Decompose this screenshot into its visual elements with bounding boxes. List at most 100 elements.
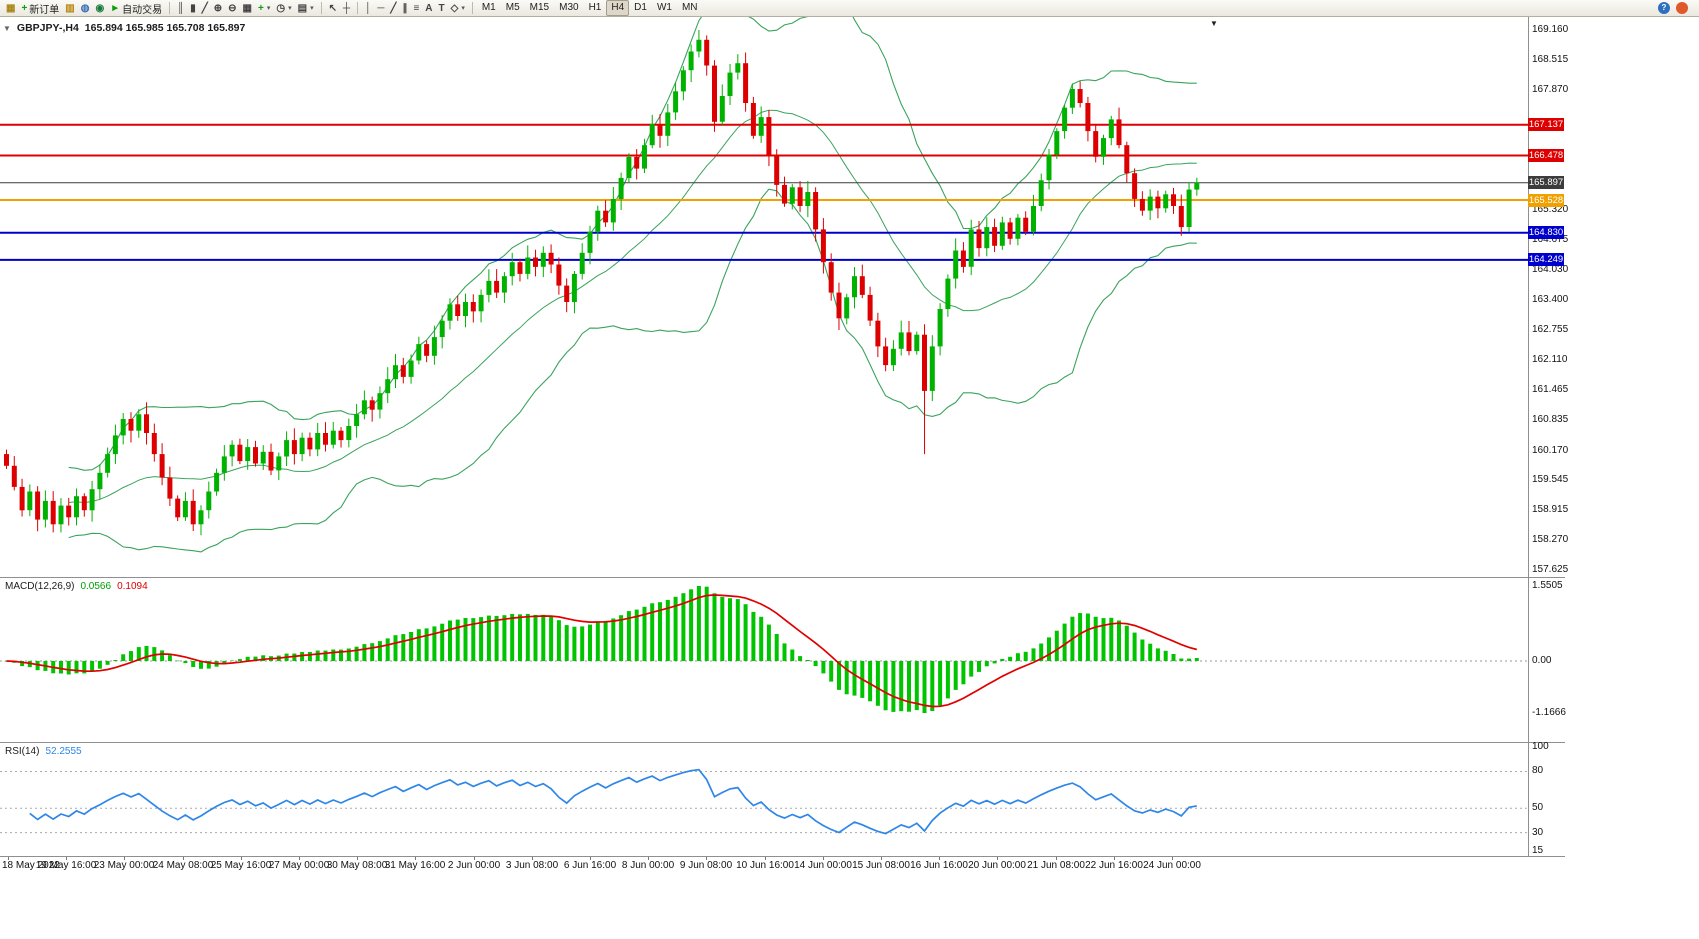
timeframe-m5-button[interactable]: M5 (505, 2, 520, 13)
scroll-end-marker[interactable]: ▼ (1210, 19, 1218, 28)
rsi-name: RSI(14) (5, 746, 40, 757)
macd-axis-label: 1.5505 (1532, 580, 1563, 591)
toolbar-separator (357, 2, 359, 14)
time-axis[interactable]: 18 May 2022 19 May 16:00 23 May 00:00 24 Ma… (0, 857, 1565, 872)
macd-axis-label: -1.1666 (1532, 707, 1566, 718)
templates-button[interactable]: ▤ ▾ (295, 1, 317, 16)
bar-chart-button[interactable]: ║ (174, 1, 187, 16)
price-axis-label: 167.870 (1532, 84, 1569, 95)
price-axis-label: 157.625 (1532, 564, 1569, 575)
line-chart-button[interactable]: ╱ (199, 1, 211, 16)
indicators-button[interactable]: + ▾ (255, 1, 273, 16)
time-tick (823, 857, 824, 860)
shapes-button[interactable]: ◇ ▾ (448, 1, 468, 16)
toolbar-separator (320, 2, 322, 14)
chart-window[interactable]: 169.160 168.515 167.870 165.320 164.675 164.0… (0, 17, 1569, 872)
macd-panel-canvas[interactable] (0, 578, 1529, 742)
price-axis-label: 158.270 (1532, 534, 1569, 545)
time-tick (299, 857, 300, 860)
time-axis-label: 3 Jun 08:00 (505, 860, 559, 871)
time-axis-label: 31 May 16:00 (384, 860, 446, 871)
line-chart-icon: ╱ (201, 2, 208, 14)
timeframe-m1-button[interactable]: M1 (481, 2, 496, 13)
level-price-tag: 164.830 (1528, 226, 1564, 239)
new-chart-icon: ▦ (6, 2, 16, 14)
time-axis-label: 10 Jun 16:00 (736, 860, 794, 871)
caret-down-icon: ▾ (310, 5, 314, 12)
timeframe-m15-button[interactable]: M15 (529, 2, 550, 13)
mql5-community-button[interactable]: ◍ (78, 1, 93, 16)
time-tick (66, 857, 67, 860)
notification-icon[interactable] (1676, 2, 1688, 14)
vertical-line-button[interactable]: │ (362, 1, 374, 16)
new-chart-button[interactable]: ▦ (3, 1, 18, 16)
rsi-axis-label: 30 (1532, 827, 1544, 838)
caret-down-icon: ▾ (288, 5, 292, 12)
price-axis-label: 158.915 (1532, 504, 1569, 515)
timeframe-w1-button[interactable]: W1 (656, 2, 672, 13)
macd-label: MACD(12,26,9) 0.0566 0.1094 (5, 581, 148, 592)
timeframe-d1-button[interactable]: D1 (634, 2, 647, 13)
market-depth-button[interactable]: ▥ (62, 1, 77, 16)
rsi-axis-label: 50 (1532, 802, 1544, 813)
timeframe-mn-button[interactable]: MN (681, 2, 698, 13)
time-axis-label: 19 May 16:00 (35, 860, 97, 871)
new-order-icon: + (21, 2, 28, 14)
price-axis-label: 163.400 (1532, 294, 1569, 305)
rsi-label: RSI(14) 52.2555 (5, 746, 82, 757)
label-button[interactable]: T (436, 1, 448, 16)
zoom-out-icon: ⊖ (228, 2, 237, 14)
zoom-in-button[interactable]: ⊕ (211, 1, 225, 16)
crosshair-button[interactable]: ┼ (340, 1, 353, 16)
timeframe-h4-button[interactable]: H4 (606, 0, 630, 16)
macd-main-value: 0.0566 (80, 581, 112, 592)
trendline-icon: ╱ (390, 2, 397, 14)
timeframe-h1-button[interactable]: H1 (588, 2, 602, 13)
search-icon[interactable]: ? (1658, 2, 1670, 14)
horizontal-line-button[interactable]: ─ (374, 1, 387, 16)
one-click-trading-toggle[interactable]: ▼ (3, 23, 11, 33)
price-chart-canvas[interactable] (0, 17, 1529, 577)
text-button[interactable]: A (422, 1, 435, 16)
time-tick (648, 857, 649, 860)
periods-icon: ◷ (276, 2, 286, 14)
panel-divider[interactable] (0, 742, 1565, 743)
level-price-tag: 167.137 (1528, 118, 1564, 131)
tile-windows-button[interactable]: ▦ (240, 1, 255, 16)
time-tick (997, 857, 998, 860)
toolbar-separator (169, 2, 171, 14)
time-axis-label: 16 Jun 16:00 (910, 860, 968, 871)
bar-chart-icon: ║ (177, 2, 185, 14)
timeframe-m30-button[interactable]: M30 (559, 2, 579, 13)
price-axis-label: 162.110 (1532, 354, 1568, 365)
time-axis-label: 18 May 2022 (2, 860, 60, 871)
trendline-button[interactable]: ╱ (387, 1, 399, 16)
channel-button[interactable]: ∥ (399, 1, 410, 16)
periods-button[interactable]: ◷ ▾ (273, 1, 294, 16)
price-axis-label: 168.515 (1532, 54, 1569, 65)
time-axis-label: 24 May 08:00 (152, 860, 214, 871)
fibonacci-button[interactable]: ≡ (410, 1, 422, 16)
macd-axis-label: 0.00 (1532, 655, 1552, 666)
rsi-panel-canvas[interactable] (0, 743, 1529, 856)
candlestick-chart-icon: ▮ (190, 2, 196, 14)
text-icon: A (425, 2, 433, 14)
time-axis-label: 21 Jun 08:00 (1027, 860, 1085, 871)
cursor-button[interactable]: ↖ (326, 1, 340, 16)
new-order-button[interactable]: + 新订单 (18, 1, 62, 16)
time-axis-label: 25 May 16:00 (210, 860, 272, 871)
rsi-value: 52.2555 (45, 746, 82, 757)
candlestick-chart-button[interactable]: ▮ (187, 1, 199, 16)
price-axis[interactable]: 169.160 168.515 167.870 165.320 164.675 164.0… (1528, 17, 1569, 872)
panel-divider[interactable] (0, 577, 1565, 578)
rsi-axis-label: 100 (1532, 741, 1549, 752)
autotrading-button[interactable]: ► 自动交易 (107, 1, 165, 16)
toolbar: ▦ + 新订单 ▥ ◍ ◉ ► 自动交易 ║ ▮ ╱ ⊕ ⊖ ▦ + ▾ ◷ ▾ ▤ ▾ ↖ ┼ │ ─ ╱ ∥ ≡ A T ◇ ▾ M1 M5… (0, 0, 1699, 17)
time-tick (1056, 857, 1057, 860)
price-axis-label: 161.465 (1532, 384, 1569, 395)
level-price-tag: 164.249 (1528, 253, 1564, 266)
symbol-period-label: GBPJPY-,H4 (16, 22, 79, 34)
strategy-tester-button[interactable]: ◉ (92, 1, 107, 16)
time-tick (1172, 857, 1173, 860)
zoom-out-button[interactable]: ⊖ (225, 1, 239, 16)
